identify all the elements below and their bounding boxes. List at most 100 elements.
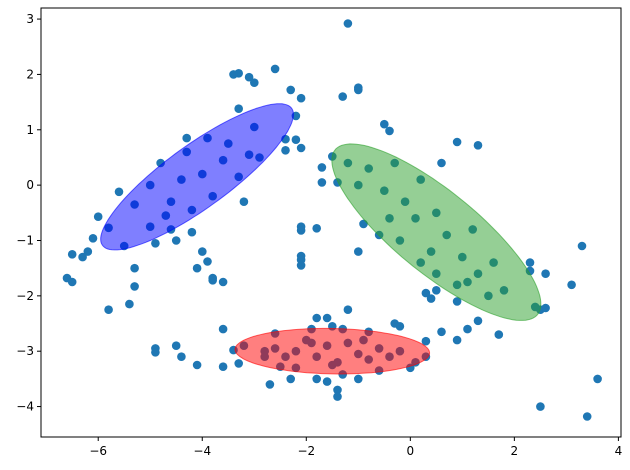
scatter-point-77 <box>541 269 550 279</box>
scatter-point-10 <box>338 92 348 101</box>
scatter-point-86 <box>593 374 602 384</box>
scatter-point-85 <box>582 412 592 421</box>
y-tick-label-4: 0 <box>26 178 34 192</box>
scatter-point-48 <box>67 277 77 287</box>
scatter-point-115 <box>171 236 181 245</box>
scatter-point-53 <box>296 261 306 270</box>
scatter-point-51 <box>104 305 113 315</box>
scatter-point-114 <box>151 239 160 248</box>
scatter-point-69 <box>395 322 405 331</box>
scatter-point-36 <box>130 263 139 273</box>
scatter-point-72 <box>452 335 462 345</box>
scatter-point-29 <box>93 212 103 221</box>
scatter-point-11 <box>234 104 243 113</box>
scatter-point-44 <box>312 224 322 233</box>
scatter-point-98 <box>265 380 275 389</box>
x-tick-label-3: 0 <box>407 444 415 458</box>
y-axis: −4 −3 −2 −1 0 1 2 3 <box>16 12 41 414</box>
scatter-point-84 <box>536 402 545 411</box>
scatter-point-105 <box>333 392 342 401</box>
scatter-point-32 <box>83 247 93 256</box>
scatter-point-70 <box>421 336 431 346</box>
scatter-point-38 <box>203 257 212 266</box>
scatter-point-95 <box>234 359 243 368</box>
scatter-point-75 <box>494 330 504 339</box>
y-tick-label-1: −3 <box>16 344 34 358</box>
scatter-point-14 <box>385 126 394 136</box>
scatter-point-13 <box>380 119 389 129</box>
scatter-point-54 <box>354 247 363 256</box>
scatter-point-4 <box>244 72 254 82</box>
scatter-point-91 <box>192 360 202 370</box>
scatter-point-26 <box>437 158 446 168</box>
scatter-point-55 <box>421 288 431 298</box>
x-tick-label-4: 2 <box>511 444 519 458</box>
scatter-point-33 <box>67 250 77 259</box>
scatter-point-6 <box>286 85 296 95</box>
scatter-point-41 <box>218 277 228 287</box>
scatter-point-134 <box>239 197 249 206</box>
scatter-point-27 <box>114 187 124 197</box>
y-tick-label-0: −4 <box>16 400 34 414</box>
scatter-point-20 <box>452 137 462 147</box>
scatter-point-93 <box>218 324 228 334</box>
scatter-point-5 <box>250 78 259 87</box>
confidence-ellipse-1 <box>331 143 542 321</box>
x-tick-label-1: −4 <box>193 444 211 458</box>
x-axis: −6 −4 −2 0 2 4 <box>89 437 622 458</box>
scatter-point-73 <box>463 324 472 334</box>
scatter-point-3 <box>229 70 238 79</box>
y-tick-label-6: 2 <box>26 67 34 81</box>
confidence-ellipse-2 <box>234 327 431 375</box>
scatter-point-90 <box>177 352 186 362</box>
scatter-point-23 <box>317 163 327 172</box>
scatter-point-21 <box>473 141 483 150</box>
plot-frame <box>40 7 622 438</box>
scatter-point-9 <box>296 93 306 103</box>
scatter-point-92 <box>218 362 228 372</box>
scatter-point-132 <box>187 227 197 237</box>
scatter-point-104 <box>333 385 342 395</box>
scatter-point-50 <box>125 299 134 309</box>
scatter-point-74 <box>473 316 483 326</box>
scatter-point-39 <box>192 263 202 273</box>
scatter-point-103 <box>322 377 332 386</box>
scatter-point-107 <box>354 374 363 384</box>
confidence-ellipse-0 <box>100 103 294 251</box>
y-tick-label-5: 1 <box>26 123 34 137</box>
scatter-point-8 <box>354 85 363 95</box>
scatter-point-34 <box>78 252 87 262</box>
scatter-point-58 <box>452 297 462 306</box>
scatter-point-102 <box>312 374 322 384</box>
scatter-point-18 <box>296 143 306 153</box>
ellipse-layer <box>100 103 542 375</box>
x-tick-label-0: −6 <box>89 444 107 458</box>
scatter-point-100 <box>286 374 296 384</box>
x-tick-label-5: 4 <box>615 444 623 458</box>
scatter-point-16 <box>291 135 301 144</box>
scatter-point-19 <box>281 146 290 155</box>
scatter-point-80 <box>577 241 587 251</box>
scatter-point-24 <box>317 178 327 187</box>
y-tick-label-3: −1 <box>16 233 34 247</box>
y-tick-label-2: −2 <box>16 289 34 303</box>
scatter-point-31 <box>88 234 98 243</box>
scatter-point-83 <box>541 303 550 313</box>
scatter-point-17 <box>182 133 191 143</box>
scatter-point-79 <box>567 280 576 290</box>
scatter-point-43 <box>296 226 306 235</box>
scatter-point-89 <box>171 341 181 351</box>
scatter-point-56 <box>426 294 436 303</box>
scatter-point-88 <box>151 348 160 357</box>
scatter-point-1 <box>270 64 280 74</box>
scatter-point-0 <box>343 19 353 28</box>
scatter-point-71 <box>437 327 446 337</box>
scatter-point-49 <box>130 282 139 291</box>
scatter-point-61 <box>312 313 322 323</box>
scatter-point-57 <box>432 286 441 295</box>
scatter-point-76 <box>525 258 535 267</box>
scatter-point-66 <box>343 305 353 315</box>
scatter-point-62 <box>322 313 332 323</box>
scatter-point-37 <box>198 247 207 256</box>
